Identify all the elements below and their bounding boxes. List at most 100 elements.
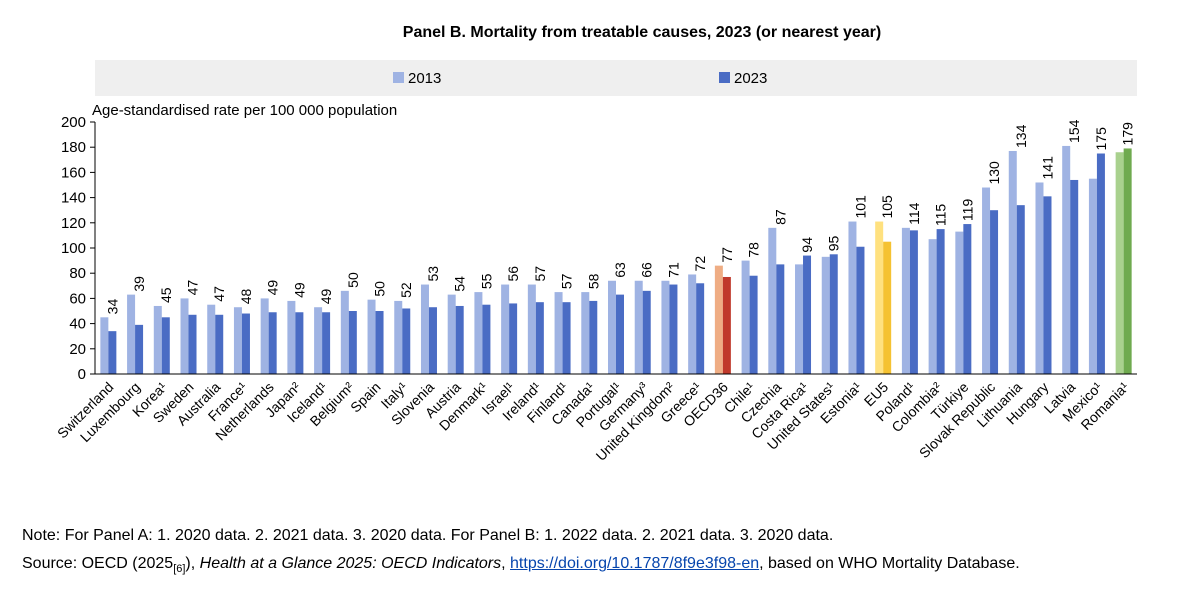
plot-area: 02040608010012014016018020034Switzerland…: [54, 114, 1137, 464]
data-label: 55: [478, 273, 494, 289]
y-tick-label: 120: [61, 215, 86, 232]
data-label: 39: [131, 276, 147, 292]
bar-2023: [1123, 148, 1132, 374]
bar-2013: [340, 290, 349, 374]
bar-2013: [714, 265, 723, 374]
source-link[interactable]: https://doi.org/10.1787/8f9e3f98-en: [510, 555, 760, 572]
legend-swatch-2023: [719, 72, 730, 83]
data-label: 48: [238, 288, 254, 304]
data-label: 58: [585, 273, 601, 289]
bar-2013: [447, 294, 456, 374]
bar-2023: [589, 300, 598, 374]
bar-2023: [642, 290, 651, 374]
data-label: 50: [345, 272, 361, 288]
bar-2023: [215, 314, 224, 374]
note-line: Note: For Panel A: 1. 2020 data. 2. 2021…: [22, 527, 834, 544]
bar-2023: [829, 254, 838, 374]
bar-2013: [501, 284, 510, 374]
data-label: 49: [291, 282, 307, 298]
bar-2013: [982, 187, 991, 374]
bar-2013: [608, 280, 616, 374]
data-label: 141: [1039, 156, 1055, 180]
data-label: 78: [746, 242, 762, 258]
bar-2013: [153, 305, 162, 374]
bar-2023: [1096, 153, 1105, 374]
bar-2013: [100, 317, 109, 374]
bar-2013: [474, 292, 483, 374]
bar-2023: [348, 311, 357, 374]
bar-2023: [936, 229, 945, 374]
data-label: 45: [158, 287, 174, 303]
bar-2023: [990, 210, 999, 374]
y-tick-label: 200: [61, 114, 86, 131]
data-label: 63: [612, 262, 628, 278]
y-tick-label: 160: [61, 164, 86, 181]
data-label: 34: [104, 299, 120, 315]
bar-2013: [901, 227, 910, 374]
data-label: 66: [639, 262, 655, 278]
y-tick-label: 140: [61, 190, 86, 207]
data-label: 57: [532, 266, 548, 282]
y-tick-label: 60: [69, 290, 86, 307]
bar-2023: [1016, 205, 1025, 374]
bar-2023: [803, 255, 812, 374]
data-label: 105: [879, 195, 895, 219]
bar-2013: [1088, 178, 1097, 374]
y-tick-label: 80: [69, 265, 86, 282]
data-label: 115: [933, 204, 949, 227]
bar-2023: [402, 308, 411, 374]
bar-2013: [768, 227, 777, 374]
bar-2013: [581, 292, 590, 374]
bar-2023: [776, 264, 785, 374]
bar-2013: [420, 284, 429, 374]
bar-2023: [535, 302, 544, 374]
bar-2013: [1008, 150, 1017, 374]
bar-2023: [909, 230, 918, 374]
y-tick-label: 180: [61, 139, 86, 156]
data-label: 49: [265, 280, 281, 296]
bar-2013: [287, 300, 296, 374]
data-label: 72: [692, 256, 708, 272]
data-label: 52: [398, 282, 414, 298]
bar-2013: [554, 292, 563, 374]
bar-2023: [696, 283, 705, 374]
data-label: 119: [959, 199, 975, 222]
data-label: 114: [906, 202, 922, 225]
data-label: 53: [425, 266, 441, 282]
bar-2023: [616, 294, 624, 374]
bar-2023: [883, 241, 892, 374]
bar-2023: [509, 303, 518, 374]
bar-2023: [322, 312, 331, 374]
bar-2023: [963, 224, 972, 374]
bar-2013: [821, 256, 830, 374]
bar-2023: [268, 312, 277, 374]
bar-2013: [688, 274, 697, 374]
bar-2023: [856, 246, 865, 374]
legend-label-2013: 2013: [408, 70, 441, 87]
bar-2023: [1070, 179, 1079, 374]
legend-swatch-2013: [393, 72, 404, 83]
bar-2023: [455, 305, 464, 374]
data-label: 77: [719, 247, 735, 263]
data-label: 134: [1013, 124, 1029, 148]
data-label: 179: [1120, 122, 1136, 146]
data-label: 47: [211, 286, 227, 302]
bar-2013: [127, 294, 136, 374]
bar-2013: [928, 239, 937, 374]
bar-2023: [161, 317, 170, 374]
data-label: 95: [826, 236, 842, 252]
y-tick-label: 20: [69, 341, 86, 358]
bar-2023: [749, 275, 758, 374]
bar-2013: [795, 264, 804, 374]
bar-2013: [1035, 182, 1044, 374]
bar-2013: [394, 300, 403, 374]
data-label: 101: [852, 195, 868, 219]
bar-2013: [1115, 152, 1124, 374]
category-label: Spain: [347, 379, 384, 416]
source-mid2: ,: [501, 555, 511, 572]
data-label: 57: [559, 273, 575, 289]
data-label: 130: [986, 161, 1002, 185]
bar-2013: [875, 221, 884, 374]
bar-2023: [562, 302, 571, 374]
data-label: 50: [372, 281, 388, 297]
